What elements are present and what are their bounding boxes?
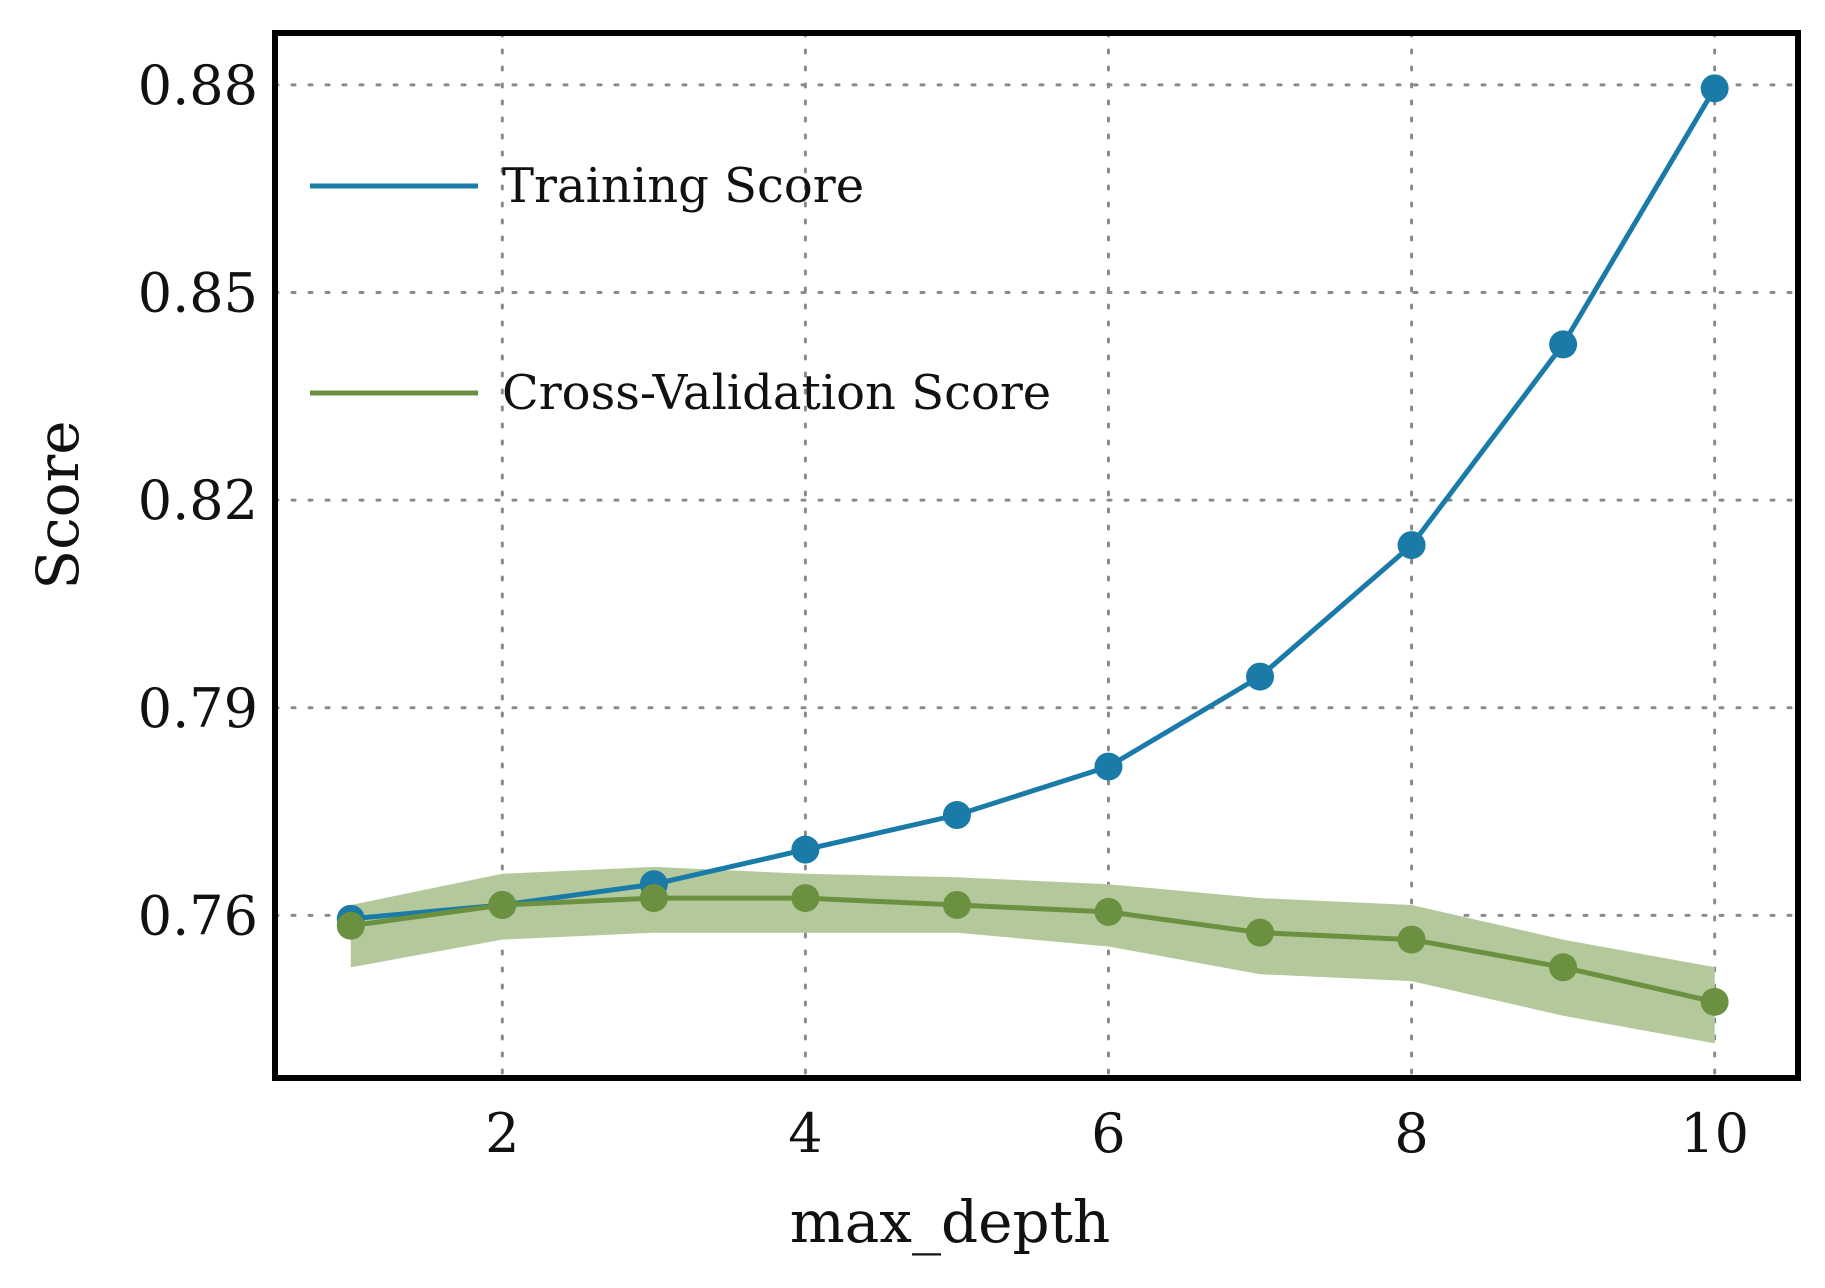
series-line-training-score (350, 87, 1717, 922)
data-point-training-score (791, 835, 820, 864)
data-point-cross-validation-score (1094, 897, 1123, 926)
y-tick-label: 0.88 (138, 54, 258, 117)
data-point-cross-validation-score (639, 884, 668, 913)
series-cross-validation-score (336, 884, 1729, 1016)
x-tick-label: 8 (1394, 1102, 1428, 1165)
data-point-training-score (1246, 662, 1275, 691)
x-tick-label: 4 (788, 1102, 822, 1165)
data-point-cross-validation-score (1700, 987, 1729, 1016)
data-point-training-score (1549, 330, 1578, 359)
data-point-cross-validation-score (1397, 925, 1426, 954)
y-tick-label: 0.85 (138, 262, 258, 325)
data-point-cross-validation-score (336, 911, 365, 940)
y-tick-label: 0.76 (138, 884, 258, 947)
x-axis-ticks: 2 4 6 8 10 (485, 1102, 1749, 1165)
data-point-cross-validation-score (488, 890, 517, 919)
x-tick-label: 6 (1091, 1102, 1125, 1165)
x-axis-label: max_depth (790, 1188, 1111, 1256)
series-line-cross-validation-score (350, 895, 1716, 1005)
data-point-cross-validation-score (1549, 953, 1578, 982)
y-tick-label: 0.79 (138, 677, 258, 740)
legend-label-training-score: Training Score (502, 158, 864, 214)
data-point-training-score (1094, 752, 1123, 781)
x-tick-label: 10 (1680, 1102, 1749, 1165)
confidence-band-cross-validation-score (350, 866, 1715, 1044)
data-point-training-score (1700, 74, 1729, 103)
y-axis-label: Score (24, 420, 92, 589)
data-point-cross-validation-score (791, 884, 820, 913)
series-layer (336, 74, 1729, 1016)
x-tick-label: 2 (485, 1102, 519, 1165)
data-point-training-score (1397, 531, 1426, 560)
legend: Training Score Cross-Validation Score (310, 158, 1051, 421)
y-axis-ticks: 0.76 0.79 0.82 0.85 0.88 (138, 54, 258, 947)
plot-frame (272, 30, 1801, 1081)
data-point-training-score (942, 801, 971, 830)
confidence-band-layer (350, 866, 1715, 1044)
data-point-cross-validation-score (1246, 918, 1275, 947)
data-point-cross-validation-score (942, 890, 971, 919)
y-tick-label: 0.82 (138, 469, 258, 532)
legend-label-cross-validation-score: Cross-Validation Score (502, 365, 1051, 421)
